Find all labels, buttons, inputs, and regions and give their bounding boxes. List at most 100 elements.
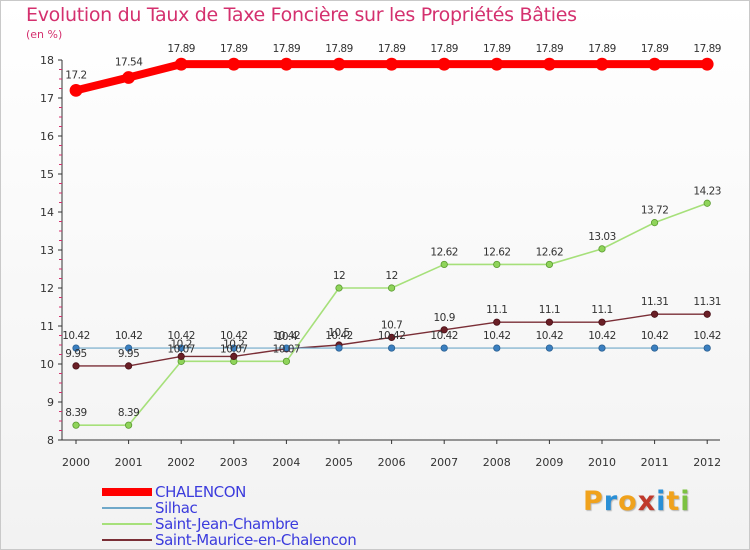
data-point-chalencon	[279, 57, 293, 71]
logo-letter: r	[603, 486, 619, 517]
data-label-silhac: 10.42	[641, 330, 669, 342]
data-point-silhac	[230, 344, 238, 352]
data-label-saint-jean-chambre: 14.23	[693, 185, 721, 197]
data-label-chalencon: 17.89	[378, 43, 406, 55]
logo-letter: i	[680, 486, 691, 517]
data-point-saint-jean-chambre	[387, 284, 396, 292]
legend-swatch-silhac	[102, 507, 152, 509]
x-tick-label: 2005	[325, 456, 353, 469]
x-tick-label: 2011	[641, 456, 669, 469]
data-point-silhac	[177, 344, 185, 352]
data-point-saint-maurice-en-chalencon	[387, 333, 396, 341]
data-point-chalencon	[437, 57, 451, 71]
data-point-saint-jean-chambre	[650, 219, 659, 227]
data-label-saint-jean-chambre: 13.72	[641, 205, 669, 217]
data-point-saint-jean-chambre	[493, 260, 501, 269]
data-label-saint-maurice-en-chalencon: 11.31	[693, 296, 721, 308]
data-label-chalencon: 17.89	[536, 43, 564, 55]
x-tick-label: 2012	[693, 456, 721, 469]
data-point-silhac	[598, 344, 606, 352]
data-point-saint-maurice-en-chalencon	[72, 362, 80, 370]
data-label-saint-maurice-en-chalencon: 11.1	[486, 304, 507, 316]
y-tick-label: 8	[47, 434, 54, 447]
data-label-saint-maurice-en-chalencon: 10.7	[381, 319, 402, 331]
data-label-saint-maurice-en-chalencon: 11.31	[641, 296, 669, 308]
series-saint-jean-chambre	[72, 199, 711, 429]
y-tick-label: 11	[40, 320, 54, 333]
data-label-saint-jean-chambre: 10.07	[167, 343, 195, 355]
data-label-chalencon: 17.89	[641, 43, 669, 55]
x-tick-label: 2004	[272, 456, 300, 469]
x-tick-label: 2007	[430, 456, 458, 469]
data-point-saint-jean-chambre	[703, 199, 711, 207]
data-point-chalencon	[648, 57, 661, 71]
data-point-saint-maurice-en-chalencon	[177, 352, 185, 360]
data-label-chalencon: 17.89	[220, 43, 248, 55]
data-label-saint-maurice-en-chalencon: 11.1	[539, 304, 560, 316]
y-tick-label: 9	[47, 396, 54, 409]
x-tick-label: 2008	[483, 456, 511, 469]
data-point-chalencon	[595, 57, 609, 71]
data-point-chalencon	[385, 57, 399, 71]
data-label-saint-maurice-en-chalencon: 9.95	[65, 348, 86, 360]
data-point-saint-jean-chambre	[440, 260, 448, 269]
y-tick-label: 18	[40, 54, 54, 67]
data-point-chalencon	[700, 57, 714, 71]
logo-letter: t	[666, 486, 681, 517]
data-point-chalencon	[490, 57, 504, 71]
data-point-silhac	[440, 344, 448, 352]
legend-label-silhac: Silhac	[155, 499, 198, 517]
legend-label-chalencon: CHALENCON	[155, 483, 246, 501]
logo-letter: o	[618, 486, 638, 517]
data-point-silhac	[545, 344, 554, 352]
data-label-silhac: 10.42	[167, 330, 195, 342]
data-label-chalencon: 17.89	[693, 43, 721, 55]
legend-swatch-saint-maurice-en-chalencon	[102, 539, 152, 541]
data-label-saint-jean-chambre: 8.39	[118, 407, 139, 419]
data-point-saint-jean-chambre	[282, 357, 290, 365]
data-label-saint-jean-chambre: 10.07	[273, 343, 301, 355]
data-label-chalencon: 17.89	[483, 43, 511, 55]
data-point-saint-maurice-en-chalencon	[440, 326, 448, 334]
x-tick-label: 2006	[378, 456, 406, 469]
data-label-saint-jean-chambre: 12	[333, 270, 345, 282]
x-tick-label: 2000	[62, 456, 90, 469]
data-label-silhac: 10.42	[273, 330, 301, 342]
legend-label-saint-jean-chambre: Saint-Jean-Chambre	[155, 515, 299, 533]
data-label-silhac: 10.42	[325, 330, 353, 342]
data-point-chalencon	[122, 71, 136, 84]
data-label-saint-maurice-en-chalencon: 11.1	[591, 304, 612, 316]
data-label-saint-jean-chambre: 12.62	[536, 246, 564, 258]
data-point-chalencon	[174, 57, 188, 71]
x-tick-label: 2003	[220, 456, 248, 469]
data-point-silhac	[703, 344, 711, 352]
data-label-saint-jean-chambre: 12.62	[483, 246, 511, 258]
data-point-chalencon	[332, 57, 346, 71]
data-label-saint-maurice-en-chalencon: 10.4	[276, 331, 298, 343]
data-point-saint-maurice-en-chalencon	[650, 310, 659, 318]
data-point-saint-jean-chambre	[545, 260, 554, 269]
data-label-silhac: 10.42	[62, 330, 90, 342]
data-point-silhac	[387, 344, 396, 352]
data-label-saint-jean-chambre: 10.07	[220, 343, 248, 355]
data-label-chalencon: 17.89	[325, 43, 353, 55]
x-tick-label: 2009	[535, 456, 563, 469]
legend-label-saint-maurice-en-chalencon: Saint-Maurice-en-Chalencon	[155, 531, 357, 549]
x-tick-label: 2001	[115, 456, 143, 469]
data-label-saint-maurice-en-chalencon: 10.2	[171, 338, 192, 350]
data-label-silhac: 10.42	[483, 330, 511, 342]
data-point-silhac	[125, 344, 133, 352]
y-tick-label: 15	[40, 168, 54, 181]
series-silhac	[72, 344, 711, 352]
data-label-saint-maurice-en-chalencon: 10.2	[223, 338, 244, 350]
proxiti-logo: Proxiti	[583, 486, 691, 517]
chart-title: Evolution du Taux de Taxe Foncière sur l…	[26, 4, 577, 26]
data-point-silhac	[650, 344, 659, 352]
series-chalencon	[69, 57, 714, 97]
data-point-saint-maurice-en-chalencon	[125, 362, 133, 370]
x-tick-label: 2010	[588, 456, 616, 469]
data-point-saint-maurice-en-chalencon	[493, 318, 501, 326]
legend-swatch-chalencon	[102, 488, 152, 496]
